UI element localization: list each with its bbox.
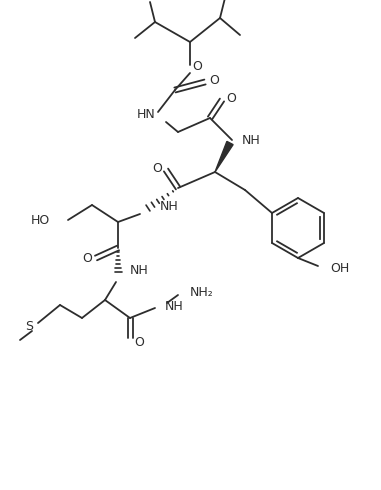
Text: NH: NH bbox=[165, 299, 184, 313]
Text: NH₂: NH₂ bbox=[190, 286, 214, 298]
Text: S: S bbox=[25, 320, 33, 334]
Text: NH: NH bbox=[160, 199, 179, 213]
Text: O: O bbox=[209, 74, 219, 88]
Text: HN: HN bbox=[137, 107, 156, 121]
Text: O: O bbox=[226, 93, 236, 105]
Text: O: O bbox=[192, 60, 202, 74]
Text: NH: NH bbox=[242, 133, 261, 147]
Text: O: O bbox=[152, 163, 162, 175]
Text: HO: HO bbox=[31, 214, 50, 226]
Polygon shape bbox=[215, 142, 233, 172]
Text: O: O bbox=[82, 251, 92, 265]
Text: O: O bbox=[134, 336, 144, 348]
Text: OH: OH bbox=[330, 262, 349, 274]
Text: NH: NH bbox=[130, 264, 149, 276]
